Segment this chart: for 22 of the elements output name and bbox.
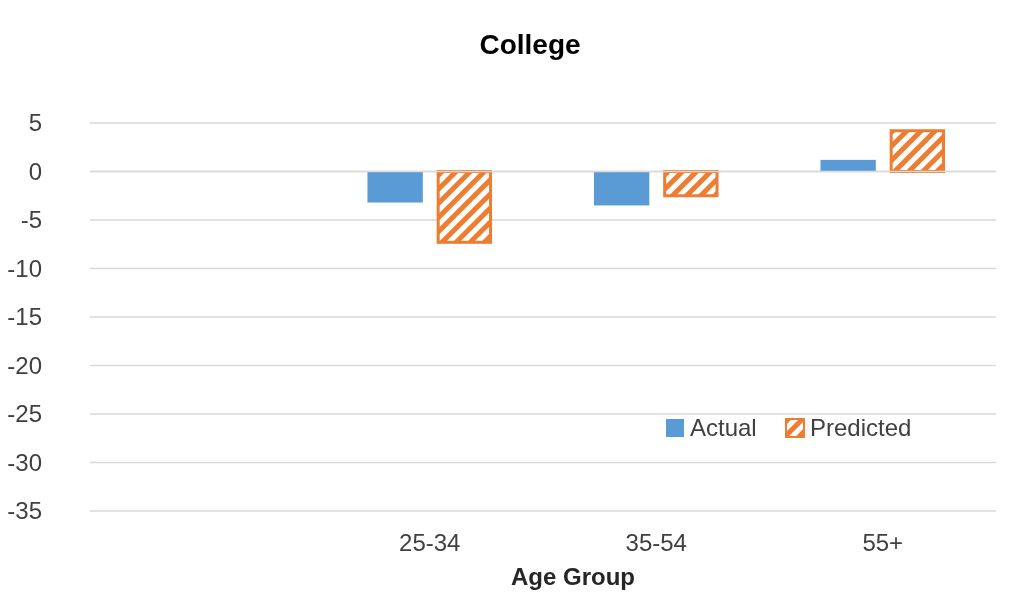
- bar: [889, 129, 946, 173]
- bar: [367, 171, 423, 203]
- y-tick-label: 5: [28, 109, 42, 136]
- legend-label: Predicted: [810, 414, 912, 441]
- y-tick-label: -15: [7, 303, 42, 330]
- x-tick-label: 25-34: [399, 529, 461, 556]
- y-tick-label: -5: [20, 206, 42, 233]
- x-tick-label: 35-54: [625, 529, 687, 556]
- y-tick-label: -30: [7, 448, 42, 476]
- legend-label: Actual: [690, 414, 757, 441]
- y-tick-label: -20: [7, 351, 42, 379]
- y-tick-label: -10: [7, 254, 42, 282]
- y-tick-label: -35: [7, 497, 42, 524]
- bar: [436, 170, 493, 244]
- x-tick-label: 55+: [862, 529, 904, 556]
- x-axis-title: Age Group: [511, 563, 635, 590]
- bar: [663, 170, 719, 198]
- y-tick-label: -25: [7, 400, 42, 427]
- bar: [820, 159, 876, 172]
- y-tick-label: 0: [28, 157, 42, 185]
- bar: [593, 171, 650, 206]
- chart-title: College: [479, 29, 581, 60]
